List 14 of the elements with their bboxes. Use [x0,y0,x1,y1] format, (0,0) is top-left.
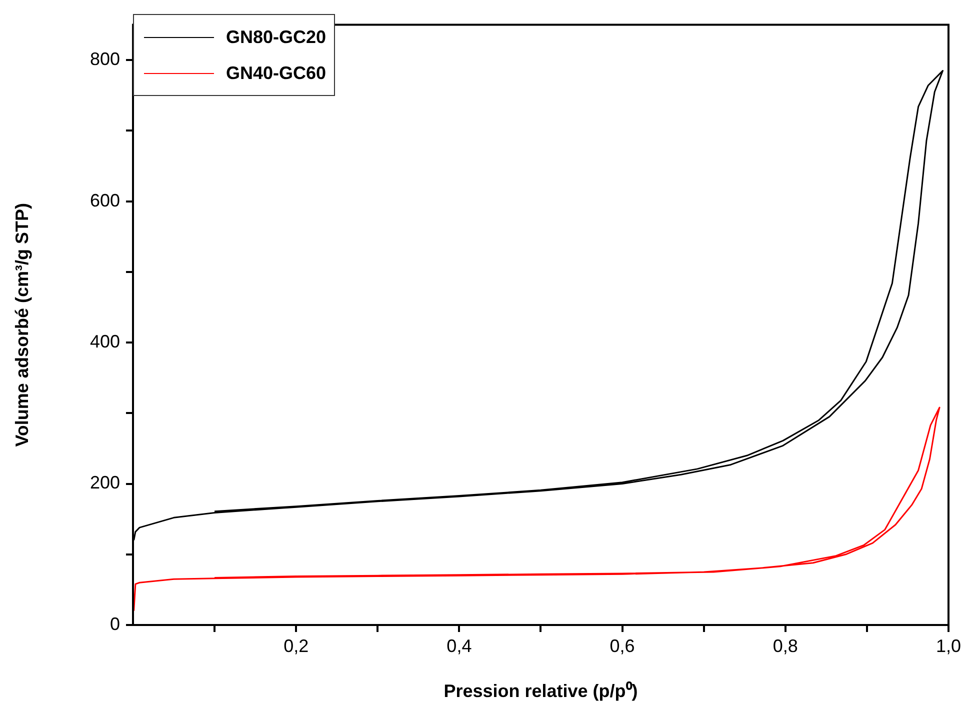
y-tick-label: 0 [110,614,120,634]
y-axis-title: Volume adsorbé (cm³/g STP) [12,203,32,447]
x-tick-label: 0,6 [610,636,635,656]
y-tick-label: 800 [90,49,120,70]
legend-label: GN40-GC60 [226,62,326,84]
y-tick-label: 600 [90,190,120,210]
y-tick-label: 200 [90,472,120,493]
x-axis-title: Pression relative (p/p⁰) [444,681,638,702]
y-tick-label: 400 [90,332,120,352]
x-tick-label: 0,8 [772,636,798,656]
x-tick-label: 0,2 [284,636,309,656]
legend-label: GN80-GC20 [226,26,326,48]
x-tick-label: 1,0 [936,636,962,656]
x-tick-label: 0,4 [446,636,472,656]
